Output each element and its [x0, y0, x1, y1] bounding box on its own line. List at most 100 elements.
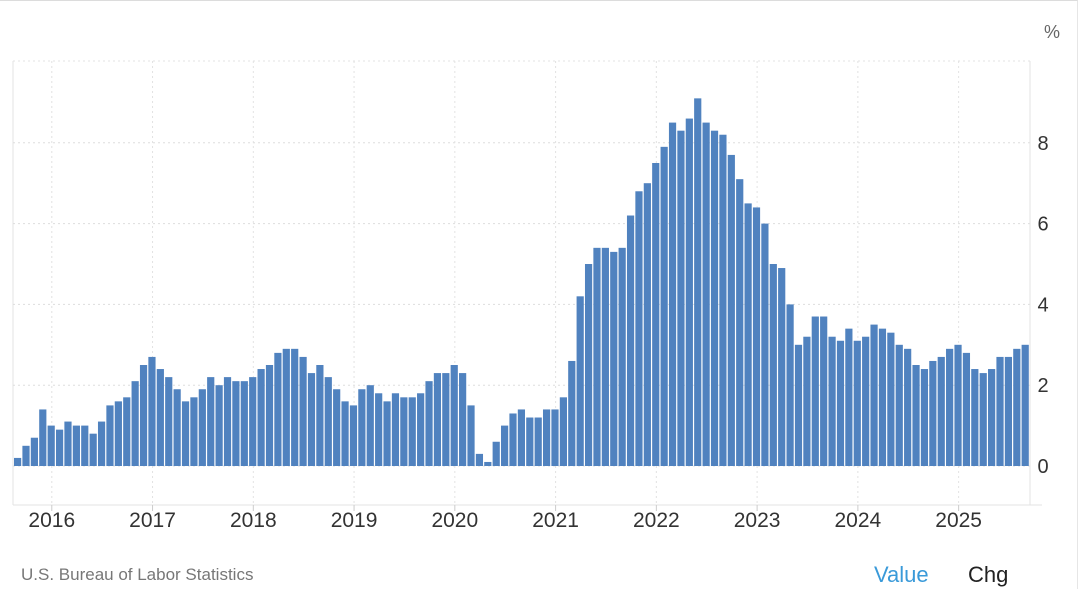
- bar[interactable]: [1021, 344, 1029, 466]
- bar[interactable]: [727, 154, 735, 467]
- bar[interactable]: [862, 336, 870, 466]
- bar[interactable]: [324, 377, 332, 466]
- bar[interactable]: [274, 352, 282, 466]
- bar[interactable]: [954, 344, 962, 466]
- bar[interactable]: [979, 373, 987, 466]
- bar[interactable]: [593, 247, 601, 466]
- bar[interactable]: [803, 336, 811, 466]
- bar[interactable]: [853, 340, 861, 466]
- bar[interactable]: [551, 409, 559, 466]
- bar[interactable]: [39, 409, 47, 466]
- bar[interactable]: [181, 401, 190, 466]
- bar[interactable]: [349, 405, 358, 466]
- bar[interactable]: [895, 344, 903, 466]
- bar[interactable]: [55, 429, 64, 466]
- bar[interactable]: [946, 348, 954, 466]
- bar[interactable]: [778, 268, 786, 466]
- bar[interactable]: [198, 389, 206, 466]
- bar[interactable]: [81, 425, 89, 466]
- bar[interactable]: [89, 433, 97, 466]
- bar[interactable]: [542, 409, 551, 466]
- bar[interactable]: [492, 441, 500, 466]
- bar[interactable]: [601, 247, 609, 466]
- bar[interactable]: [383, 401, 391, 466]
- bar[interactable]: [702, 122, 710, 466]
- bar[interactable]: [106, 405, 114, 466]
- bar[interactable]: [265, 365, 274, 466]
- bar[interactable]: [467, 405, 475, 466]
- bar[interactable]: [215, 385, 223, 466]
- bar[interactable]: [937, 356, 945, 466]
- bar[interactable]: [97, 421, 106, 466]
- bar[interactable]: [744, 203, 752, 466]
- bar[interactable]: [685, 118, 693, 466]
- bar[interactable]: [123, 397, 131, 466]
- bar[interactable]: [501, 425, 509, 466]
- bar[interactable]: [878, 328, 887, 466]
- bar[interactable]: [920, 369, 929, 466]
- bar[interactable]: [223, 377, 232, 466]
- bar[interactable]: [408, 397, 416, 466]
- tab-value[interactable]: Value: [874, 562, 929, 587]
- bar[interactable]: [694, 98, 702, 467]
- bar[interactable]: [232, 381, 240, 466]
- bar[interactable]: [870, 324, 878, 466]
- bar[interactable]: [736, 179, 744, 466]
- bar[interactable]: [643, 183, 651, 466]
- bar[interactable]: [30, 437, 38, 466]
- bar[interactable]: [1013, 348, 1021, 466]
- bar[interactable]: [291, 348, 299, 466]
- bar[interactable]: [114, 401, 122, 466]
- bar[interactable]: [794, 344, 803, 466]
- bar[interactable]: [635, 191, 643, 466]
- bar[interactable]: [526, 417, 534, 466]
- bar[interactable]: [475, 453, 484, 466]
- bar[interactable]: [450, 365, 458, 466]
- bar[interactable]: [442, 373, 450, 466]
- bar[interactable]: [484, 461, 492, 466]
- bar[interactable]: [1004, 356, 1013, 466]
- bar[interactable]: [652, 163, 660, 466]
- bar[interactable]: [165, 377, 173, 466]
- bar[interactable]: [929, 360, 937, 466]
- bar[interactable]: [459, 373, 467, 466]
- bar[interactable]: [517, 409, 525, 466]
- bar[interactable]: [375, 393, 383, 466]
- bar[interactable]: [307, 373, 316, 466]
- bar[interactable]: [22, 445, 30, 466]
- bar[interactable]: [904, 348, 912, 466]
- bar[interactable]: [257, 369, 265, 466]
- bar[interactable]: [534, 417, 542, 466]
- tab-chg[interactable]: Chg: [968, 562, 1009, 587]
- bar[interactable]: [752, 207, 761, 466]
- bar[interactable]: [668, 122, 677, 466]
- bar[interactable]: [366, 385, 374, 466]
- bar[interactable]: [47, 425, 55, 466]
- bar[interactable]: [139, 365, 148, 466]
- bar[interactable]: [299, 356, 307, 466]
- bar[interactable]: [425, 381, 433, 466]
- bar[interactable]: [828, 336, 836, 466]
- bar[interactable]: [333, 389, 341, 466]
- bar[interactable]: [240, 381, 248, 466]
- bar[interactable]: [559, 397, 567, 466]
- bar[interactable]: [610, 251, 618, 466]
- bar[interactable]: [618, 247, 626, 466]
- bar[interactable]: [996, 356, 1004, 466]
- bar[interactable]: [677, 130, 685, 466]
- bar[interactable]: [64, 421, 72, 466]
- bar[interactable]: [811, 316, 819, 466]
- bar[interactable]: [358, 389, 366, 466]
- bar[interactable]: [584, 264, 593, 466]
- bar[interactable]: [156, 369, 164, 466]
- bar[interactable]: [786, 304, 794, 466]
- bar[interactable]: [568, 360, 576, 466]
- bar[interactable]: [719, 134, 727, 466]
- bar[interactable]: [190, 397, 198, 466]
- bar[interactable]: [400, 397, 408, 466]
- bar[interactable]: [14, 457, 22, 466]
- bar[interactable]: [820, 316, 828, 466]
- bar[interactable]: [710, 130, 719, 466]
- bar[interactable]: [282, 348, 290, 466]
- bar[interactable]: [626, 215, 635, 466]
